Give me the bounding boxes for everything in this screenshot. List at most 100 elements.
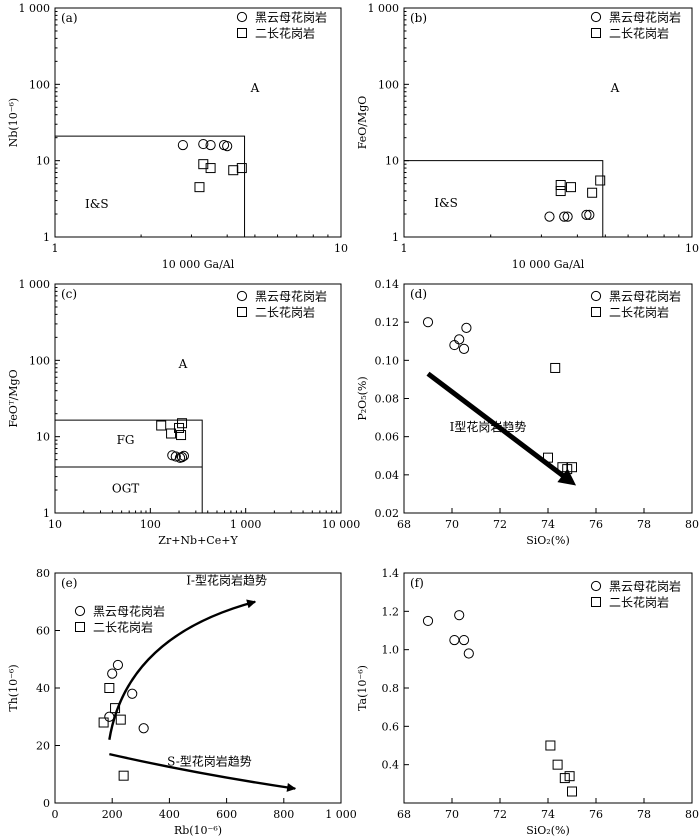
y-tick-label: 0.8	[382, 682, 400, 695]
y-tick-label: 1.2	[382, 605, 400, 618]
y-tick-label: 1	[43, 231, 50, 244]
field-label: A	[610, 81, 620, 95]
x-tick-label: 10	[685, 242, 699, 255]
data-point	[170, 451, 181, 462]
data-point	[115, 714, 126, 725]
legend-label: 二长花岗岩	[93, 620, 153, 635]
panel-label: (e)	[61, 576, 77, 590]
x-axis-label: 10 000 Ga/Al	[162, 258, 235, 271]
x-tick-label: 200	[102, 808, 123, 821]
y-tick-label: 1.0	[382, 644, 400, 657]
data-point	[205, 163, 216, 174]
x-tick-label: 80	[685, 808, 699, 821]
data-point	[543, 452, 553, 463]
legend-marker	[590, 11, 602, 23]
data-point	[550, 362, 561, 373]
data-point	[463, 648, 474, 659]
x-tick-label: 72	[493, 808, 507, 821]
y-tick-label: 1 000	[19, 278, 51, 291]
data-point	[110, 703, 121, 714]
x-tick-label: 74	[541, 518, 555, 531]
x-tick-label: 72	[493, 518, 507, 531]
y-tick-label: 1	[392, 231, 399, 244]
panel-label: (d)	[410, 287, 427, 301]
data-point	[156, 420, 167, 431]
y-tick-label: 0.4	[382, 759, 400, 772]
field-label: I&S	[434, 196, 458, 210]
series-monzogranite	[194, 159, 247, 193]
trend-arrow	[109, 752, 297, 792]
y-tick-label: 0.04	[375, 469, 400, 482]
data-point	[166, 428, 177, 439]
x-tick-label: 10	[48, 518, 62, 531]
x-tick-label: 10	[334, 242, 348, 255]
legend-marker	[74, 605, 86, 617]
data-point	[449, 339, 460, 351]
legend-label: 黑云母花岗岩	[609, 289, 681, 304]
data-point	[178, 450, 190, 461]
legend-marker	[590, 290, 602, 302]
y-tick-label: 1 000	[19, 2, 51, 15]
data-point	[458, 343, 470, 354]
y-tick-label: 100	[29, 354, 50, 367]
data-point	[565, 182, 576, 193]
data-point	[104, 683, 115, 693]
field-label: OGT	[112, 481, 139, 495]
y-tick-label: 80	[36, 567, 50, 580]
x-tick-label: 68	[397, 518, 411, 531]
data-point	[422, 317, 434, 328]
data-point	[555, 186, 566, 197]
y-tick-label: 0.08	[375, 393, 400, 406]
data-point	[177, 139, 188, 151]
x-tick-label: 76	[589, 808, 603, 821]
data-point	[454, 610, 465, 621]
legend-marker	[237, 28, 247, 38]
y-tick-label: 0.02	[375, 507, 400, 520]
legend-marker	[591, 597, 601, 607]
y-axis-label: FeOᵀ/MgO	[7, 369, 20, 427]
series-biotite-granite	[177, 138, 233, 152]
x-tick-label: 1 000	[230, 518, 262, 531]
legend-label: 二长花岗岩	[609, 595, 669, 610]
data-point	[98, 717, 109, 728]
chart-panel-b: 1 10 100 1 000 1 10 10 000 Ga/Al FeO/MgO (b) A I&S…	[356, 2, 699, 271]
trend-arrow	[108, 599, 257, 740]
panel-label: (f)	[410, 576, 424, 590]
data-point	[449, 634, 460, 646]
trend-arrow	[426, 371, 577, 486]
y-tick-label: 1 000	[368, 2, 400, 15]
y-tick-label: 1	[43, 507, 50, 520]
chart-panel-a: 1 10 100 1 000 1 10 10 000 Ga/Al Nb(10⁻⁶) (a) A I&…	[7, 2, 348, 271]
y-axis-label: FeO/MgO	[356, 96, 369, 150]
x-tick-label: 600	[216, 808, 237, 821]
data-point	[567, 786, 577, 797]
data-point	[567, 462, 577, 473]
data-point	[562, 211, 573, 222]
legend-marker	[591, 28, 601, 38]
x-axis-label: SiO₂(%)	[526, 824, 570, 837]
trend-label: S-型花岗岩趋势	[167, 754, 252, 769]
y-tick-label: 60	[36, 625, 50, 638]
series-biotite-granite	[422, 317, 472, 354]
data-point	[584, 209, 595, 220]
x-tick-label: 100	[140, 518, 161, 531]
legend-label: 黑云母花岗岩	[255, 289, 327, 304]
data-point	[587, 187, 598, 198]
y-axis-label: Nb(10⁻⁶)	[7, 98, 20, 147]
data-point	[118, 770, 129, 781]
series-monzogranite	[543, 362, 577, 475]
data-point	[555, 179, 566, 190]
series-monzogranite	[555, 175, 606, 198]
series-biotite-granite	[167, 450, 190, 463]
series-biotite-granite	[422, 610, 474, 659]
x-tick-label: 70	[445, 808, 459, 821]
data-point	[127, 688, 138, 699]
field-boundary	[55, 135, 246, 237]
y-tick-label: 20	[36, 740, 50, 753]
